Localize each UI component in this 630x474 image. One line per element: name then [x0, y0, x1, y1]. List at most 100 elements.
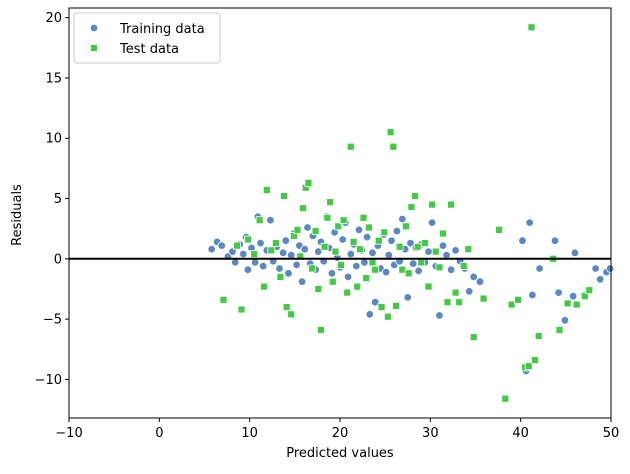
data-point-test [328, 277, 337, 286]
legend: Training data Test data [73, 12, 221, 64]
data-point-test [374, 236, 383, 245]
data-point-test [260, 282, 269, 291]
data-point-test [524, 362, 533, 371]
data-point-test [271, 239, 280, 248]
data-point-training [438, 241, 448, 250]
plot-points [207, 23, 615, 403]
y-tick-label: 15 [45, 71, 62, 86]
data-point-test [255, 216, 264, 225]
data-point-test [262, 186, 271, 195]
data-point-test [304, 178, 313, 187]
data-point-training [409, 259, 418, 268]
data-point-test [237, 305, 246, 314]
data-point-test [219, 295, 228, 304]
data-point-test [395, 242, 404, 251]
data-point-test [572, 300, 581, 309]
data-point-training [570, 248, 580, 257]
data-point-test [459, 262, 468, 271]
data-point-training [427, 218, 437, 227]
data-point-training [469, 272, 478, 282]
data-point-test [451, 288, 460, 297]
x-tick-label: 10 [241, 426, 258, 441]
data-point-test [250, 250, 259, 258]
axes-frame [68, 7, 612, 419]
data-point-training [207, 244, 216, 254]
data-point-test [296, 252, 305, 261]
x-tick-label: 30 [422, 426, 439, 441]
data-point-test [233, 241, 241, 250]
data-point-test [398, 265, 407, 274]
data-point-test [346, 142, 355, 151]
data-point-test [386, 128, 395, 137]
legend-marker-training [89, 23, 99, 33]
data-point-test [464, 245, 473, 254]
data-point-training [275, 264, 284, 273]
data-point-training [354, 225, 364, 235]
data-point-training [281, 236, 290, 245]
data-point-training [550, 236, 560, 245]
data-point-training [435, 311, 444, 320]
data-point-test [343, 288, 352, 297]
data-point-test [282, 303, 291, 312]
x-tick-label: 50 [603, 426, 620, 441]
data-point-test [362, 274, 371, 283]
data-point-test [585, 286, 594, 295]
data-point-training [256, 238, 265, 248]
data-point-test [534, 332, 543, 340]
data-point-test [495, 225, 503, 234]
data-point-test [439, 229, 447, 238]
data-point-test [317, 326, 325, 334]
legend-label-training: Training data [119, 22, 205, 37]
data-point-training [228, 247, 237, 256]
data-point-training [362, 232, 372, 242]
data-point-training [392, 226, 402, 236]
x-tick-label: −10 [55, 426, 82, 441]
data-point-test [443, 298, 452, 307]
data-point-test [299, 204, 307, 213]
data-point-test [368, 258, 377, 267]
data-point-training [346, 249, 355, 259]
data-point-test [280, 192, 288, 201]
data-point-test [435, 263, 444, 272]
data-point-test [563, 299, 572, 308]
data-point-test [411, 192, 419, 201]
data-point-training [365, 310, 374, 319]
data-point-test [420, 239, 429, 248]
data-point-training [560, 316, 570, 325]
data-point-test [371, 265, 380, 274]
data-point-test [314, 285, 323, 293]
data-point-training [528, 290, 537, 300]
data-point-test [479, 294, 488, 303]
data-point-test [424, 282, 433, 291]
data-point-training [239, 249, 248, 259]
data-point-test [243, 235, 252, 244]
data-point-test [355, 245, 364, 254]
data-point-training [596, 275, 605, 284]
data-point-test [501, 394, 510, 403]
data-point-test [455, 298, 464, 307]
data-point-test [267, 246, 276, 255]
data-point-training [266, 215, 275, 225]
data-point-training [284, 269, 293, 278]
data-point-test [383, 312, 392, 321]
data-point-training [591, 264, 600, 273]
data-point-training [381, 267, 391, 277]
data-point-training [465, 287, 474, 296]
data-point-training [554, 288, 563, 297]
data-point-training [398, 214, 407, 224]
data-point-test [392, 301, 400, 310]
data-point-test [326, 198, 335, 207]
data-point-test [293, 225, 302, 234]
data-point-test [413, 242, 422, 251]
data-point-test [339, 216, 348, 225]
data-point-test [353, 282, 362, 291]
y-tick-label: 0 [54, 252, 62, 267]
y-axis-ticks: −10 −5 0 5 10 15 20 [35, 11, 69, 388]
data-point-training [446, 265, 456, 274]
data-point-training [414, 266, 423, 276]
legend-frame [73, 12, 221, 64]
data-point-test [336, 260, 345, 269]
data-point-test [417, 258, 426, 267]
